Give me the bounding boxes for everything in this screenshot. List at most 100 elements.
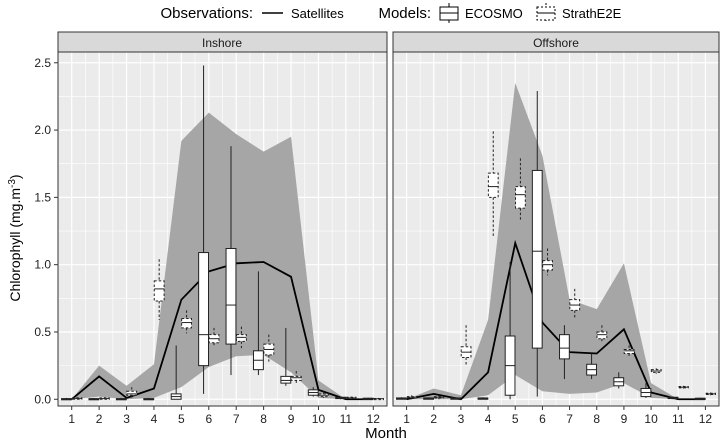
- x-tick-label: 4: [151, 412, 158, 426]
- y-tick-label: 1.5: [34, 190, 51, 204]
- legend-ecosmo-swatch: [439, 3, 459, 23]
- box-iqr: [198, 252, 210, 367]
- x-tick-label: 2: [96, 412, 103, 426]
- ecosmo-box-month-9: [280, 327, 292, 386]
- x-tick-label: 6: [539, 412, 546, 426]
- legend-strathe2e-label: StrathE2E: [562, 6, 622, 21]
- legend-observations-title: Observations:: [160, 5, 253, 22]
- ecosmo-box-month-3: [450, 397, 462, 400]
- strathe2e-box-month-11: [678, 385, 689, 389]
- x-tick-label: 9: [288, 412, 295, 426]
- ecosmo-box-month-7: [225, 146, 237, 376]
- box-iqr: [126, 390, 138, 396]
- strathe2e-box-month-3: [126, 387, 138, 398]
- ecosmo-box-month-5: [170, 345, 182, 400]
- strathe2e-box-month-1: [71, 397, 83, 400]
- legend-satellites-label: Satellites: [291, 6, 344, 21]
- x-tick-label: 1: [403, 412, 410, 426]
- box-iqr: [515, 186, 526, 209]
- plot-area: 1 2 3 4 5 6 7 8 9 10 11 120.00.51.01.52.02.5: [34, 51, 388, 426]
- x-tick-label: 10: [644, 412, 658, 426]
- strathe2e-box-month-6: [208, 327, 220, 347]
- y-axis-title-main: Chlorophyll (mg.m: [7, 188, 23, 302]
- box-iqr: [623, 348, 635, 355]
- y-axis-title: Chlorophyll (mg.m-3): [7, 174, 23, 301]
- box-iqr: [235, 334, 247, 342]
- strathe2e-box-month-3: [460, 325, 472, 366]
- x-tick-label: 5: [178, 412, 185, 426]
- ecosmo-box-month-2: [423, 397, 434, 400]
- ecosmo-box-month-9: [613, 372, 625, 389]
- y-tick-label: 2.0: [34, 123, 51, 137]
- legend: Observations: Satellites Models: ECOSMO …: [160, 3, 622, 23]
- x-tick-label: 7: [233, 412, 240, 426]
- legend-models-title: Models:: [378, 5, 431, 22]
- box-iqr: [153, 280, 165, 302]
- ecosmo-box-month-12: [362, 397, 374, 400]
- satellite-mean-line: [71, 261, 374, 401]
- box-iqr: [559, 334, 570, 360]
- ecosmo-box-month-11: [335, 396, 347, 400]
- strathe2e-box-month-5: [181, 310, 193, 334]
- strathe2e-box-month-11: [345, 396, 357, 400]
- strathe2e-box-month-7: [235, 326, 247, 349]
- strathe2e-box-month-4: [487, 131, 499, 237]
- ecosmo-box-month-10: [640, 383, 652, 398]
- strathe2e-box-month-10: [650, 368, 662, 374]
- box-iqr: [542, 260, 553, 271]
- x-tick-label: 8: [593, 412, 600, 426]
- box-iqr: [596, 331, 608, 340]
- panel-border: [392, 51, 720, 407]
- panel-offshore: Offshore 1 2 3 4 5 6 7 8 9 10 11 12: [392, 31, 720, 426]
- satellite-range-band: [71, 112, 374, 400]
- ecosmo-box-month-3: [115, 397, 127, 401]
- ecosmo-box-month-11: [667, 396, 679, 400]
- ecosmo-box-month-4: [143, 397, 155, 401]
- plot-area: 1 2 3 4 5 6 7 8 9 10 11 12: [392, 51, 720, 426]
- strathe2e-box-month-6: [542, 248, 553, 276]
- strathe2e-box-month-9: [290, 371, 302, 385]
- ecosmo-box-month-12: [694, 397, 706, 400]
- ecosmo-box-month-1: [61, 397, 72, 401]
- box-iqr: [225, 248, 237, 345]
- strathe2e-box-month-8: [596, 325, 608, 343]
- ecosmo-box-month-7: [559, 325, 570, 380]
- y-axis-title-close: ): [7, 174, 23, 179]
- x-tick-label: 9: [621, 412, 628, 426]
- x-tick-label: 7: [566, 412, 573, 426]
- strathe2e-box-month-9: [623, 345, 635, 358]
- box-iqr: [181, 318, 193, 329]
- strathe2e-box-month-2: [98, 397, 110, 400]
- strathe2e-box-month-7: [569, 288, 581, 319]
- x-tick-label: 12: [367, 412, 381, 426]
- strathe2e-box-month-2: [433, 395, 445, 400]
- strathe2e-box-month-1: [406, 395, 418, 400]
- strathe2e-box-month-12: [373, 397, 384, 401]
- x-tick-label: 6: [205, 412, 212, 426]
- x-tick-label: 3: [458, 412, 465, 426]
- x-tick-label: 10: [312, 412, 326, 426]
- box-iqr: [531, 169, 543, 349]
- x-tick-label: 11: [672, 412, 685, 426]
- box-iqr: [280, 375, 292, 384]
- x-tick-label: 3: [123, 412, 130, 426]
- y-tick-label: 1.0: [34, 258, 51, 272]
- x-tick-label: 5: [512, 412, 519, 426]
- panel-inshore: Inshore 1 2 3 4 5 6 7 8 9 10 11 120.00.51.01.52.02.…: [34, 31, 388, 426]
- y-axis-title-superscript: -3: [7, 179, 18, 188]
- x-tick-label: 11: [340, 412, 353, 426]
- panel-title: Offshore: [533, 36, 579, 50]
- x-tick-label: 8: [260, 412, 267, 426]
- x-tick-label: 1: [68, 412, 75, 426]
- y-tick-label: 0.5: [34, 325, 51, 339]
- ecosmo-box-month-8: [252, 271, 264, 376]
- strathe2e-box-month-8: [263, 334, 275, 362]
- ecosmo-box-month-4: [477, 397, 489, 400]
- ecosmo-box-month-6: [198, 65, 210, 394]
- legend-ecosmo-label: ECOSMO: [465, 6, 523, 21]
- ecosmo-box-month-2: [88, 397, 100, 401]
- ecosmo-box-month-10: [307, 387, 319, 397]
- panel-title: Inshore: [202, 36, 242, 50]
- box-iqr: [487, 172, 499, 198]
